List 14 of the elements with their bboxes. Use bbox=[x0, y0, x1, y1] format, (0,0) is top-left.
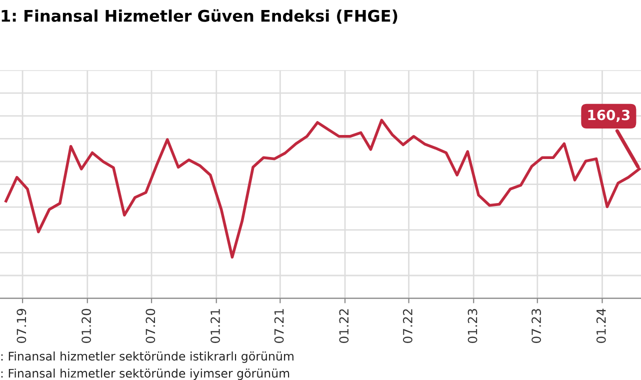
x-tick-label: 07.22 bbox=[402, 309, 412, 343]
text: : Finansal hizmetler sektöründe istikrarlı görünüm bbox=[1, 351, 294, 363]
annotation: 160,3 bbox=[588, 110, 630, 122]
x-tick-label: 01.22 bbox=[339, 309, 349, 343]
x-tick-label: 07.20 bbox=[146, 308, 156, 343]
chart-title: 1: Finansal Hizmetler Güven Endeksi (FHGE) bbox=[2, 9, 398, 24]
x-tick-label: 01.24 bbox=[596, 308, 606, 343]
x-tick-label: 01.23 bbox=[468, 309, 478, 343]
x-tick-label: 01.21 bbox=[210, 309, 220, 343]
x-tick-label: 07.23 bbox=[532, 309, 542, 343]
x-tick-label: 07.19 bbox=[16, 308, 26, 343]
x-tick-label: 01.20 bbox=[82, 308, 92, 343]
x-tick-label: 07.21 bbox=[274, 309, 284, 343]
text: : Finansal hizmetler sektöründe iyimser görünüm bbox=[1, 368, 290, 380]
